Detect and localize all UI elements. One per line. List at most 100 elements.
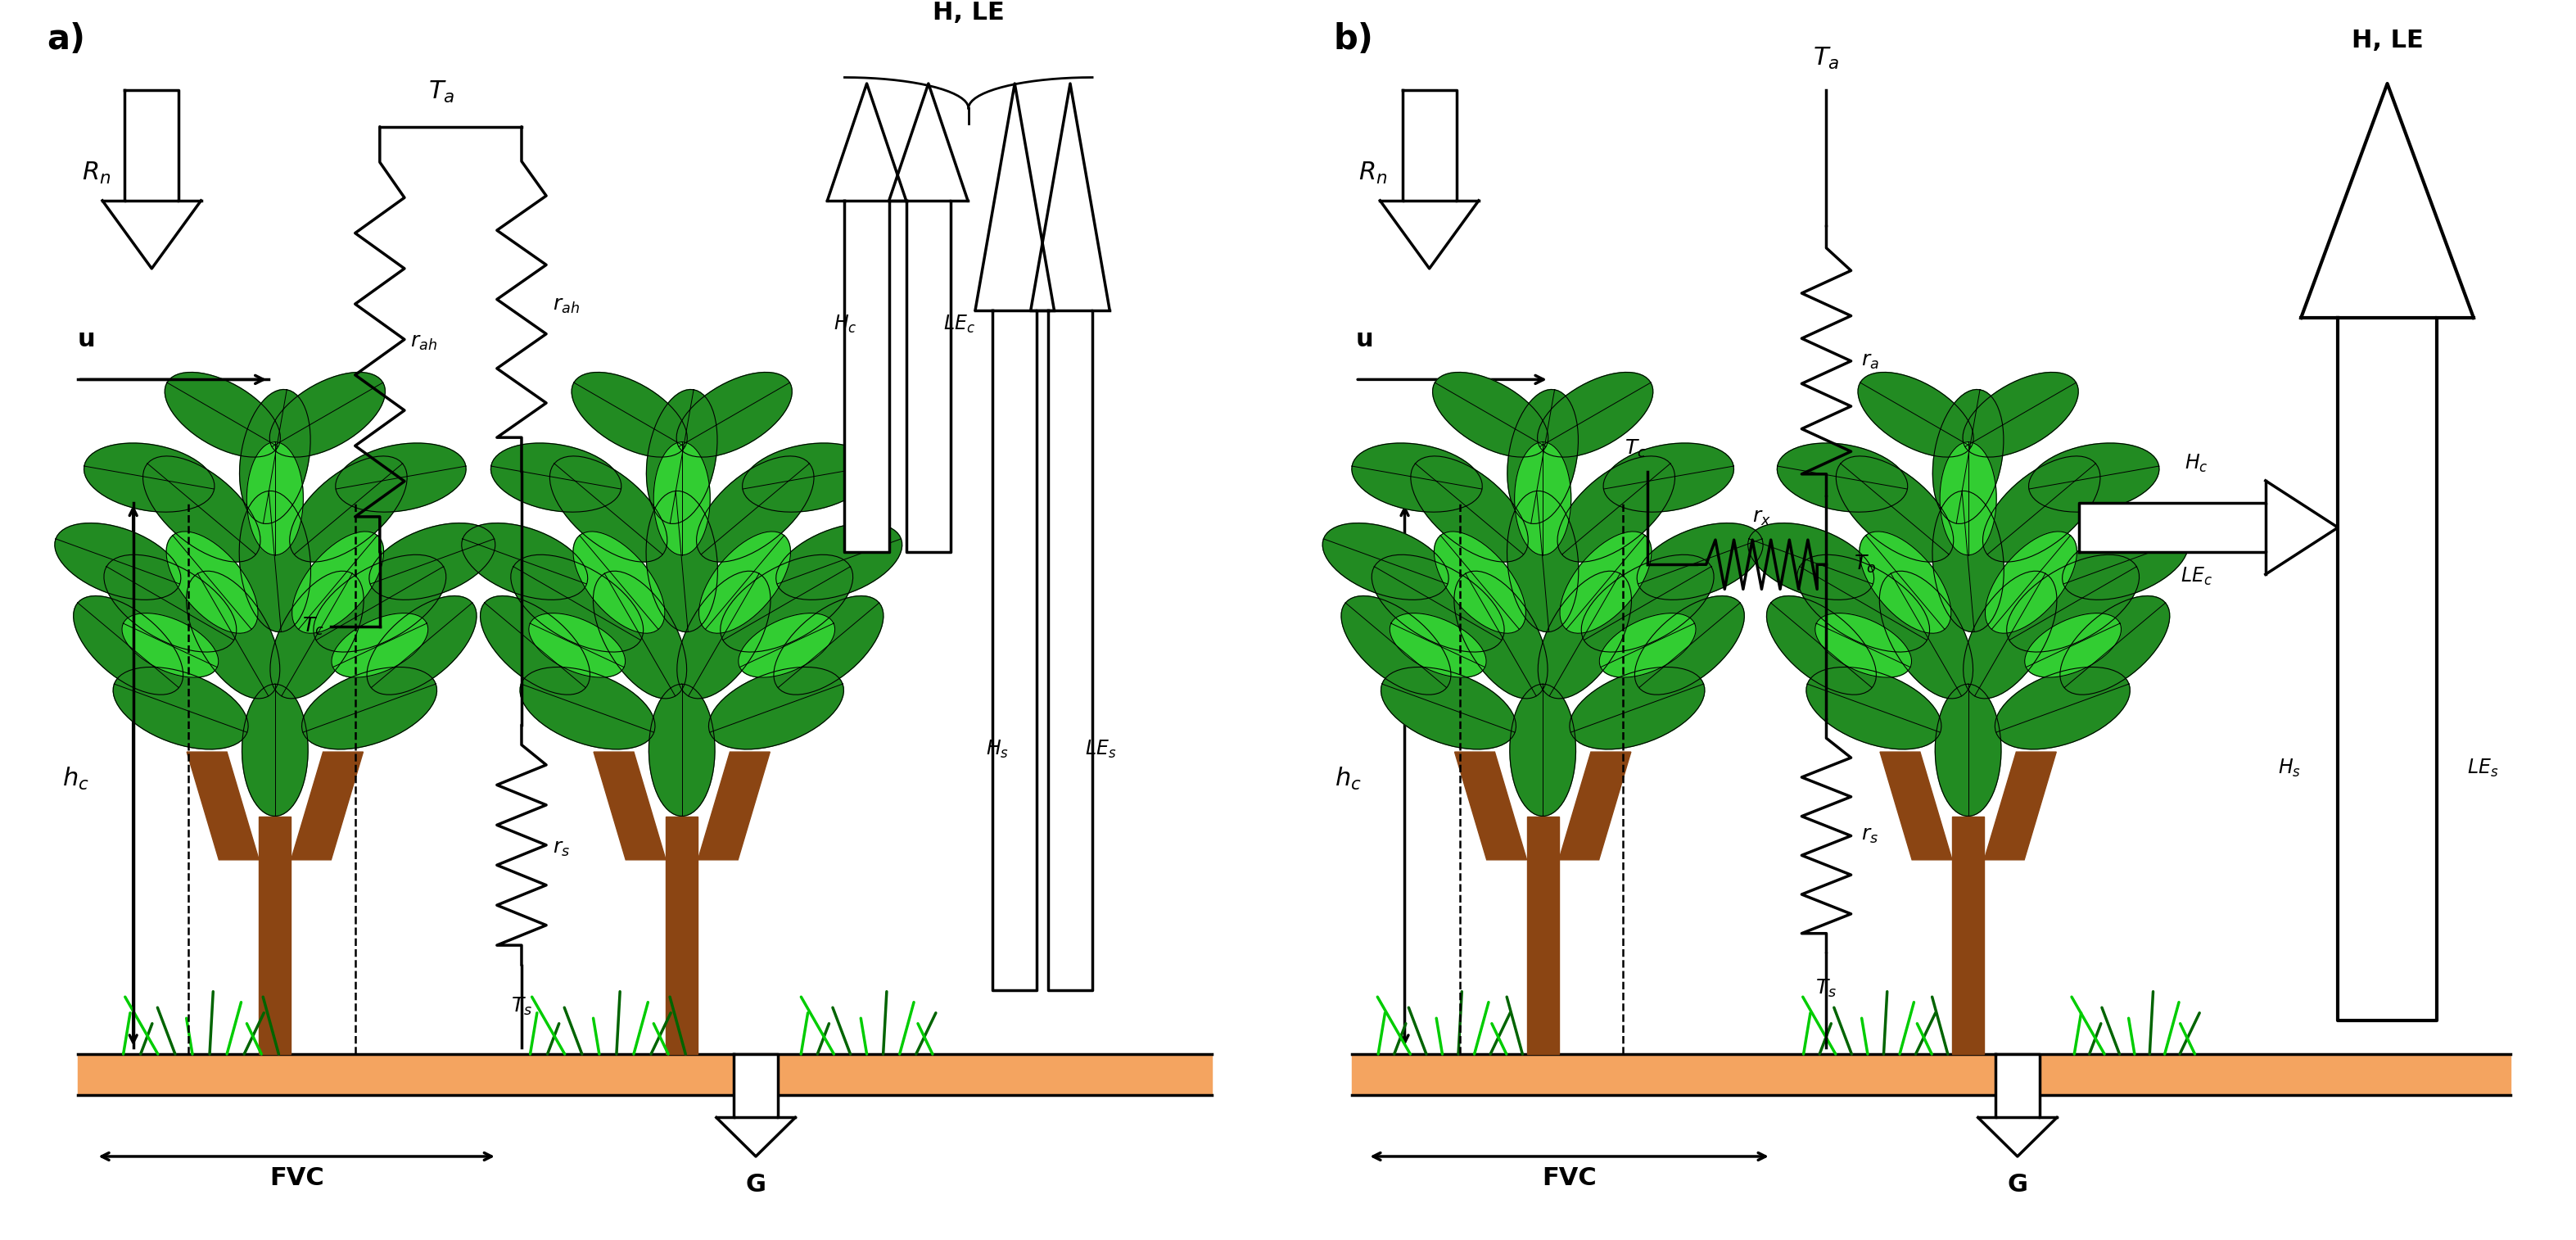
Text: $LE_s$: $LE_s$ (1084, 739, 1115, 760)
Polygon shape (165, 372, 281, 458)
Polygon shape (665, 817, 698, 1054)
Polygon shape (1373, 554, 1504, 652)
Polygon shape (368, 523, 495, 600)
Polygon shape (1806, 667, 1942, 749)
Polygon shape (1582, 554, 1713, 652)
Polygon shape (289, 456, 407, 562)
Polygon shape (647, 491, 719, 632)
Polygon shape (572, 372, 688, 458)
Polygon shape (976, 83, 1054, 310)
Polygon shape (1600, 613, 1695, 677)
Polygon shape (734, 1054, 778, 1117)
Text: FVC: FVC (270, 1166, 325, 1189)
Polygon shape (520, 667, 654, 749)
Text: a): a) (46, 22, 85, 56)
Polygon shape (2063, 523, 2190, 600)
Polygon shape (142, 456, 260, 562)
Polygon shape (698, 532, 791, 634)
Polygon shape (461, 523, 587, 600)
Polygon shape (845, 201, 889, 552)
Polygon shape (2061, 596, 2169, 694)
Text: b): b) (1334, 22, 1373, 56)
Polygon shape (1538, 372, 1654, 458)
Text: $H_s$: $H_s$ (2277, 758, 2300, 779)
Polygon shape (1507, 389, 1579, 523)
Polygon shape (889, 83, 969, 201)
Polygon shape (1515, 441, 1571, 556)
Polygon shape (1940, 441, 1996, 556)
Polygon shape (1561, 532, 1651, 634)
Polygon shape (1984, 751, 2056, 859)
Polygon shape (1984, 456, 2099, 562)
Polygon shape (188, 751, 260, 859)
Polygon shape (716, 1117, 796, 1157)
Polygon shape (1381, 667, 1517, 749)
Text: u: u (1355, 327, 1373, 351)
Polygon shape (113, 667, 247, 749)
Text: $R_n$: $R_n$ (1358, 161, 1386, 186)
Polygon shape (270, 372, 386, 458)
Polygon shape (1602, 443, 1734, 512)
Polygon shape (1352, 443, 1481, 512)
Polygon shape (773, 596, 884, 694)
Text: $LE_c$: $LE_c$ (943, 314, 976, 335)
Polygon shape (124, 89, 178, 201)
Polygon shape (1880, 572, 1973, 698)
Polygon shape (1935, 684, 2002, 816)
Polygon shape (77, 1054, 1211, 1095)
Polygon shape (479, 596, 590, 694)
Text: H, LE: H, LE (2352, 29, 2424, 53)
Text: $LE_c$: $LE_c$ (2179, 567, 2213, 588)
Text: $h_c$: $h_c$ (62, 765, 88, 791)
Polygon shape (1388, 613, 1486, 677)
Polygon shape (103, 201, 201, 269)
Polygon shape (1857, 372, 1973, 458)
Polygon shape (1860, 532, 1950, 634)
Polygon shape (2264, 481, 2339, 574)
Polygon shape (185, 572, 281, 698)
Text: $r_{ah}$: $r_{ah}$ (410, 332, 438, 352)
Polygon shape (247, 441, 304, 556)
Polygon shape (242, 684, 309, 816)
Polygon shape (677, 572, 770, 698)
Polygon shape (708, 667, 845, 749)
Polygon shape (291, 751, 363, 859)
Text: $r_s$: $r_s$ (1860, 826, 1878, 846)
Polygon shape (1401, 89, 1455, 201)
Polygon shape (103, 554, 237, 652)
Text: $T_a$: $T_a$ (428, 79, 453, 104)
Polygon shape (1953, 817, 1984, 1054)
Polygon shape (654, 441, 711, 556)
Polygon shape (592, 751, 665, 859)
Polygon shape (1996, 1054, 2040, 1117)
Polygon shape (827, 83, 907, 201)
Polygon shape (2079, 503, 2264, 552)
Polygon shape (1352, 1054, 2512, 1095)
Polygon shape (1342, 596, 1450, 694)
Polygon shape (1412, 456, 1528, 562)
Polygon shape (1528, 817, 1558, 1054)
Text: $T_o$: $T_o$ (1855, 554, 1875, 575)
Polygon shape (1510, 684, 1577, 816)
Polygon shape (492, 443, 621, 512)
Polygon shape (1381, 201, 1479, 269)
Polygon shape (270, 572, 363, 698)
Polygon shape (992, 310, 1038, 990)
Polygon shape (649, 684, 714, 816)
Polygon shape (1507, 491, 1579, 632)
Polygon shape (291, 532, 384, 634)
Text: $r_{ah}$: $r_{ah}$ (551, 295, 580, 315)
Polygon shape (1048, 310, 1092, 990)
Polygon shape (1932, 389, 2004, 523)
Polygon shape (1932, 491, 2004, 632)
Polygon shape (721, 554, 853, 652)
Polygon shape (366, 596, 477, 694)
Text: $r_a$: $r_a$ (1860, 351, 1878, 371)
Polygon shape (335, 443, 466, 512)
Polygon shape (85, 443, 214, 512)
Polygon shape (1837, 456, 1953, 562)
Polygon shape (1455, 751, 1528, 859)
Polygon shape (592, 572, 688, 698)
Polygon shape (510, 554, 644, 652)
Polygon shape (1636, 523, 1762, 600)
